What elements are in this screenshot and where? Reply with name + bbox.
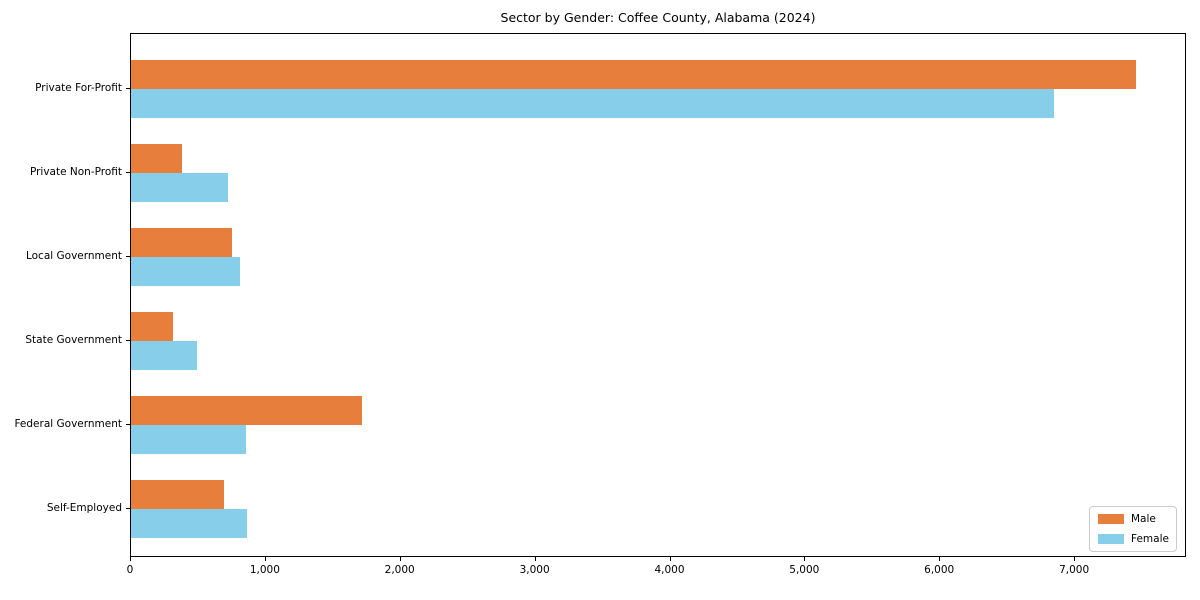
y-category-label: Federal Government <box>14 418 122 430</box>
x-tick-mark <box>804 557 806 561</box>
y-tick-mark <box>126 172 130 173</box>
x-tick-label: 1,000 <box>249 564 280 576</box>
plot-area <box>130 33 1186 557</box>
legend: Male Female <box>1089 506 1177 552</box>
y-tick-mark <box>126 424 130 425</box>
x-tick-mark <box>399 557 401 561</box>
y-tick-mark <box>126 508 130 509</box>
y-category-label: Private Non-Profit <box>29 166 122 178</box>
y-tick-mark <box>126 88 130 89</box>
y-tick-mark <box>126 340 130 341</box>
x-tick-label: 7,000 <box>1059 564 1090 576</box>
x-tick-mark <box>534 557 536 561</box>
x-tick-label: 4,000 <box>654 564 685 576</box>
y-category-label: Self-Employed <box>46 502 122 514</box>
x-tick-mark <box>130 557 131 561</box>
bar-female-6 <box>131 509 247 539</box>
y-category-label: Local Government <box>25 250 122 262</box>
x-tick-label: 3,000 <box>519 564 550 576</box>
x-tick-mark <box>669 557 671 561</box>
chart-title: Sector by Gender: Coffee County, Alabama… <box>500 10 816 25</box>
x-tick-mark <box>939 557 941 561</box>
legend-swatch-male <box>1098 514 1124 524</box>
bar-female-1 <box>131 89 1054 119</box>
x-tick-mark <box>1074 557 1076 561</box>
x-tick-label: 5,000 <box>789 564 820 576</box>
bar-male-2 <box>131 143 182 173</box>
bar-female-4 <box>131 341 198 371</box>
x-tick-label: 6,000 <box>924 564 955 576</box>
x-tick-mark <box>264 557 266 561</box>
bar-male-5 <box>131 395 362 425</box>
bar-male-6 <box>131 479 225 509</box>
y-tick-mark <box>126 256 130 257</box>
bar-male-4 <box>131 311 173 341</box>
legend-label-female: Female <box>1131 533 1169 545</box>
y-category-label: Private For-Profit <box>35 82 122 94</box>
x-tick-label: 0 <box>126 564 134 576</box>
legend-entry-female: Female <box>1098 533 1169 545</box>
x-tick-label: 2,000 <box>384 564 415 576</box>
bar-male-3 <box>131 227 232 257</box>
legend-entry-male: Male <box>1098 513 1168 525</box>
bar-male-1 <box>131 59 1136 89</box>
bar-female-5 <box>131 425 247 455</box>
bar-female-2 <box>131 173 229 203</box>
legend-swatch-female <box>1098 534 1124 544</box>
legend-label-male: Male <box>1131 513 1156 525</box>
bar-female-3 <box>131 257 241 287</box>
y-category-label: State Government <box>25 334 122 346</box>
